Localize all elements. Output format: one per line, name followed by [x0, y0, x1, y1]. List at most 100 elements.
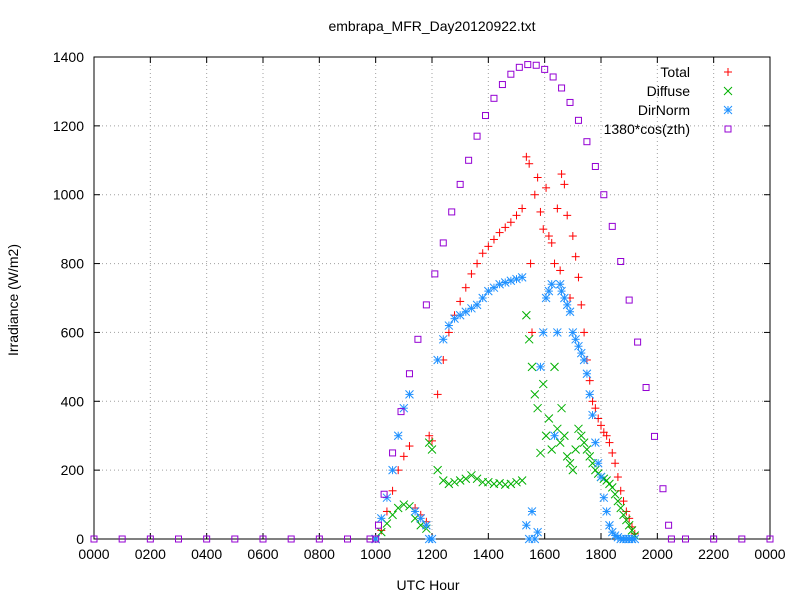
data-point — [478, 249, 487, 258]
data-point — [500, 278, 510, 287]
data-point — [541, 293, 551, 303]
data-point — [433, 390, 442, 399]
data-point — [566, 98, 574, 106]
data-point — [574, 341, 583, 351]
data-point — [621, 515, 631, 525]
y-tick-label: 1200 — [53, 118, 84, 134]
data-point — [582, 369, 592, 379]
data-point — [555, 438, 565, 447]
data-point — [591, 162, 599, 170]
data-point — [414, 335, 422, 343]
data-point — [611, 459, 620, 468]
data-point — [568, 465, 578, 475]
data-point — [533, 527, 542, 537]
data-point — [616, 503, 626, 513]
data-point — [613, 496, 623, 506]
data-point — [422, 301, 430, 309]
data-point — [547, 279, 557, 289]
data-point — [512, 211, 521, 220]
data-point — [580, 328, 589, 337]
data-point — [585, 376, 594, 385]
data-point — [562, 300, 572, 310]
data-point — [450, 314, 459, 324]
data-point — [574, 273, 583, 282]
data-point — [512, 477, 521, 487]
y-tick-label: 600 — [61, 324, 85, 340]
data-point — [560, 293, 569, 303]
x-axis-label: UTC Hour — [396, 577, 459, 593]
data-point — [588, 397, 597, 406]
data-point — [536, 207, 545, 216]
grid-lines — [94, 57, 770, 539]
y-tick-label: 0 — [76, 531, 84, 547]
x-tick-label: 1800 — [585, 546, 616, 562]
data-point — [427, 445, 437, 454]
data-point — [550, 431, 559, 441]
data-point — [541, 65, 549, 73]
data-point — [630, 534, 640, 544]
data-point — [539, 225, 548, 234]
x-tick-label: 0600 — [247, 546, 278, 562]
data-point — [389, 449, 397, 457]
data-point — [547, 445, 557, 454]
data-point — [552, 424, 562, 434]
x-tick-label: 1200 — [416, 546, 447, 562]
data-point — [175, 535, 182, 543]
data-point — [571, 445, 581, 454]
data-point — [579, 355, 589, 365]
data-point — [455, 476, 465, 485]
data-point — [524, 334, 534, 344]
data-point — [315, 535, 323, 543]
y-tick-label: 1000 — [53, 187, 84, 203]
data-point — [438, 476, 448, 485]
data-point — [556, 266, 565, 275]
data-point — [571, 334, 581, 344]
y-axis-label: Irradiance (W/m2) — [5, 244, 21, 356]
data-point — [515, 63, 523, 71]
data-point — [608, 448, 617, 457]
data-point — [565, 307, 575, 317]
data-point — [625, 296, 633, 304]
data-point — [203, 535, 211, 543]
data-point — [642, 384, 650, 392]
data-point — [555, 279, 565, 289]
data-point — [522, 310, 531, 320]
data-point — [605, 520, 614, 530]
data-point — [576, 348, 586, 358]
data-point — [393, 503, 403, 513]
data-point — [588, 410, 597, 420]
data-point — [550, 259, 559, 268]
data-point — [522, 152, 531, 161]
data-point — [610, 489, 620, 499]
data-point — [524, 61, 532, 69]
data-point — [667, 535, 675, 543]
data-point — [146, 535, 154, 543]
x-tick-label: 0200 — [135, 546, 166, 562]
data-point — [544, 286, 554, 296]
data-point — [627, 522, 636, 531]
data-point — [495, 279, 504, 289]
data-point — [562, 452, 572, 461]
data-point — [526, 259, 535, 268]
data-point — [428, 436, 436, 445]
legend-marker — [724, 68, 732, 76]
data-point — [549, 73, 557, 81]
y-tick-label: 800 — [61, 256, 85, 272]
data-point — [410, 507, 420, 516]
data-point — [517, 476, 527, 485]
data-point — [530, 190, 539, 199]
data-point — [659, 485, 667, 493]
data-point — [536, 362, 545, 372]
data-point — [565, 458, 575, 468]
data-point — [585, 390, 595, 399]
data-point — [438, 334, 448, 344]
data-point — [512, 274, 521, 284]
data-point — [388, 465, 397, 475]
data-point — [538, 328, 548, 337]
data-point — [605, 438, 614, 447]
data-point — [517, 272, 527, 282]
data-point — [372, 535, 380, 543]
y-tick-label: 1400 — [53, 49, 84, 65]
